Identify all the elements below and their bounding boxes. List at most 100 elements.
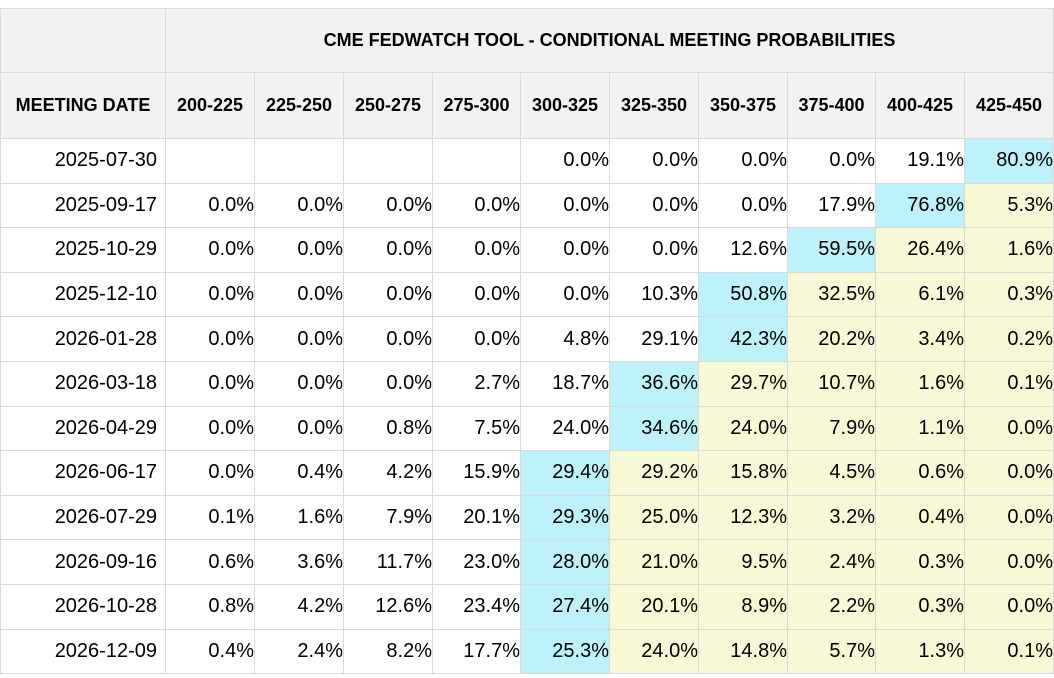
probability-cell: 20.1% bbox=[609, 583, 699, 630]
table-row: 2026-12-09 0.4% 2.4% 8.2% 17.7% 25.3% 24.0% 14.… bbox=[0, 628, 1054, 675]
probability-cell: 21.0% bbox=[609, 539, 699, 585]
probability-cell: 23.4% bbox=[432, 583, 521, 630]
probability-cell: 0.0% bbox=[432, 271, 521, 318]
table-row: 2026-01-28 0.0% 0.0% 0.0% 0.0% 4.8% 29.1% 42.3%… bbox=[0, 316, 1054, 362]
probability-cell: 0.0% bbox=[609, 182, 699, 229]
probability-cell: 0.2% bbox=[963, 316, 1054, 362]
probability-cell: 17.7% bbox=[432, 628, 521, 675]
table-row: 2026-06-17 0.0% 0.4% 4.2% 15.9% 29.4% 29.2% 15.… bbox=[0, 450, 1054, 496]
table-corner-cell bbox=[0, 8, 166, 73]
probability-cell: 29.2% bbox=[609, 450, 699, 496]
probability-cell: 12.6% bbox=[343, 583, 433, 630]
probability-cell: 14.8% bbox=[698, 628, 788, 675]
range-header-250-275: 250-275 bbox=[343, 72, 433, 139]
range-header-400-425: 400-425 bbox=[875, 72, 965, 139]
probability-cell: 0.0% bbox=[165, 271, 255, 318]
probability-cell: 1.6% bbox=[254, 494, 344, 541]
probability-cell: 0.0% bbox=[254, 316, 344, 362]
probability-cell: 59.5% bbox=[787, 227, 876, 273]
probability-cell: 4.2% bbox=[254, 583, 344, 630]
probability-cell: 8.9% bbox=[698, 583, 788, 630]
probability-cell: 3.4% bbox=[875, 316, 965, 362]
probability-cell bbox=[165, 138, 255, 184]
probability-cell: 4.2% bbox=[343, 450, 433, 496]
probability-cell: 36.6% bbox=[609, 360, 699, 407]
probability-cell: 0.0% bbox=[254, 182, 344, 229]
range-header-325-350: 325-350 bbox=[609, 72, 699, 139]
probability-cell: 2.4% bbox=[254, 628, 344, 675]
probability-cell: 25.3% bbox=[520, 628, 610, 675]
probability-cell: 34.6% bbox=[609, 405, 699, 452]
probability-cell: 32.5% bbox=[787, 271, 876, 318]
table-title-row: CME FEDWATCH TOOL - CONDITIONAL MEETING … bbox=[0, 8, 1054, 73]
probability-cell: 0.0% bbox=[609, 138, 699, 184]
probability-cell: 11.7% bbox=[343, 539, 433, 585]
range-header-425-450: 425-450 bbox=[963, 72, 1054, 139]
table-body: 2025-07-30 0.0% 0.0% 0.0% 0.0% 19.1% 80.9% 2025… bbox=[0, 138, 1054, 675]
probability-cell: 0.0% bbox=[343, 227, 433, 273]
probability-cell: 4.8% bbox=[520, 316, 610, 362]
probability-cell: 0.1% bbox=[963, 628, 1054, 675]
probability-cell: 0.0% bbox=[343, 316, 433, 362]
meeting-date-cell: 2026-12-09 bbox=[0, 628, 166, 675]
probability-cell: 42.3% bbox=[698, 316, 788, 362]
probability-cell: 4.5% bbox=[787, 450, 876, 496]
probability-cell: 29.1% bbox=[609, 316, 699, 362]
probability-cell: 0.0% bbox=[432, 227, 521, 273]
range-header-225-250: 225-250 bbox=[254, 72, 344, 139]
probability-cell: 0.8% bbox=[343, 405, 433, 452]
probability-cell bbox=[343, 138, 433, 184]
probability-cell: 0.0% bbox=[165, 227, 255, 273]
probability-cell: 0.0% bbox=[963, 583, 1054, 630]
probability-cell: 0.0% bbox=[432, 182, 521, 229]
probability-cell: 9.5% bbox=[698, 539, 788, 585]
probability-cell: 0.0% bbox=[343, 360, 433, 407]
table-row: 2026-03-18 0.0% 0.0% 0.0% 2.7% 18.7% 36.6% 29.7… bbox=[0, 360, 1054, 407]
probability-cell: 29.7% bbox=[698, 360, 788, 407]
table-row: 2026-10-28 0.8% 4.2% 12.6% 23.4% 27.4% 20.1% 8.… bbox=[0, 583, 1054, 630]
probability-cell: 29.4% bbox=[520, 450, 610, 496]
meeting-date-cell: 2026-04-29 bbox=[0, 405, 166, 452]
probability-cell: 0.0% bbox=[963, 494, 1054, 541]
probability-cell: 2.2% bbox=[787, 583, 876, 630]
probability-cell: 0.0% bbox=[698, 182, 788, 229]
probability-cell: 0.0% bbox=[254, 405, 344, 452]
probability-cell: 0.0% bbox=[165, 450, 255, 496]
probability-cell: 0.0% bbox=[254, 360, 344, 407]
probability-cell: 20.1% bbox=[432, 494, 521, 541]
table-row: 2026-04-29 0.0% 0.0% 0.8% 7.5% 24.0% 34.6% 24.0… bbox=[0, 405, 1054, 452]
probability-cell: 0.1% bbox=[165, 494, 255, 541]
meeting-date-header: MEETING DATE bbox=[0, 72, 166, 139]
probability-cell: 1.6% bbox=[875, 360, 965, 407]
probability-cell: 0.0% bbox=[254, 227, 344, 273]
meeting-date-cell: 2026-03-18 bbox=[0, 360, 166, 407]
probability-cell: 12.3% bbox=[698, 494, 788, 541]
probability-cell: 0.0% bbox=[165, 316, 255, 362]
probability-cell: 0.4% bbox=[254, 450, 344, 496]
probability-cell: 7.5% bbox=[432, 405, 521, 452]
probability-cell: 3.2% bbox=[787, 494, 876, 541]
probability-cell: 24.0% bbox=[698, 405, 788, 452]
probability-cell: 29.3% bbox=[520, 494, 610, 541]
meeting-date-cell: 2025-09-17 bbox=[0, 182, 166, 229]
meeting-date-cell: 2026-09-16 bbox=[0, 539, 166, 585]
probability-cell: 0.0% bbox=[254, 271, 344, 318]
table-title: CME FEDWATCH TOOL - CONDITIONAL MEETING … bbox=[164, 8, 1054, 73]
probability-cell: 6.1% bbox=[875, 271, 965, 318]
column-header-row: MEETING DATE 200-225 225-250 250-275 275-30… bbox=[0, 72, 1054, 139]
probability-cell: 0.0% bbox=[520, 227, 610, 273]
probability-cell: 5.3% bbox=[963, 182, 1054, 229]
probability-cell: 26.4% bbox=[875, 227, 965, 273]
probability-cell: 1.6% bbox=[963, 227, 1054, 273]
probability-cell: 0.8% bbox=[165, 583, 255, 630]
probability-cell: 0.3% bbox=[963, 271, 1054, 318]
probability-cell: 3.6% bbox=[254, 539, 344, 585]
probability-cell: 25.0% bbox=[609, 494, 699, 541]
probability-cell: 0.0% bbox=[165, 405, 255, 452]
probability-cell: 0.0% bbox=[698, 138, 788, 184]
probability-cell: 0.0% bbox=[787, 138, 876, 184]
probability-cell: 8.2% bbox=[343, 628, 433, 675]
probability-cell: 0.6% bbox=[875, 450, 965, 496]
meeting-date-cell: 2026-01-28 bbox=[0, 316, 166, 362]
probability-cell: 5.7% bbox=[787, 628, 876, 675]
